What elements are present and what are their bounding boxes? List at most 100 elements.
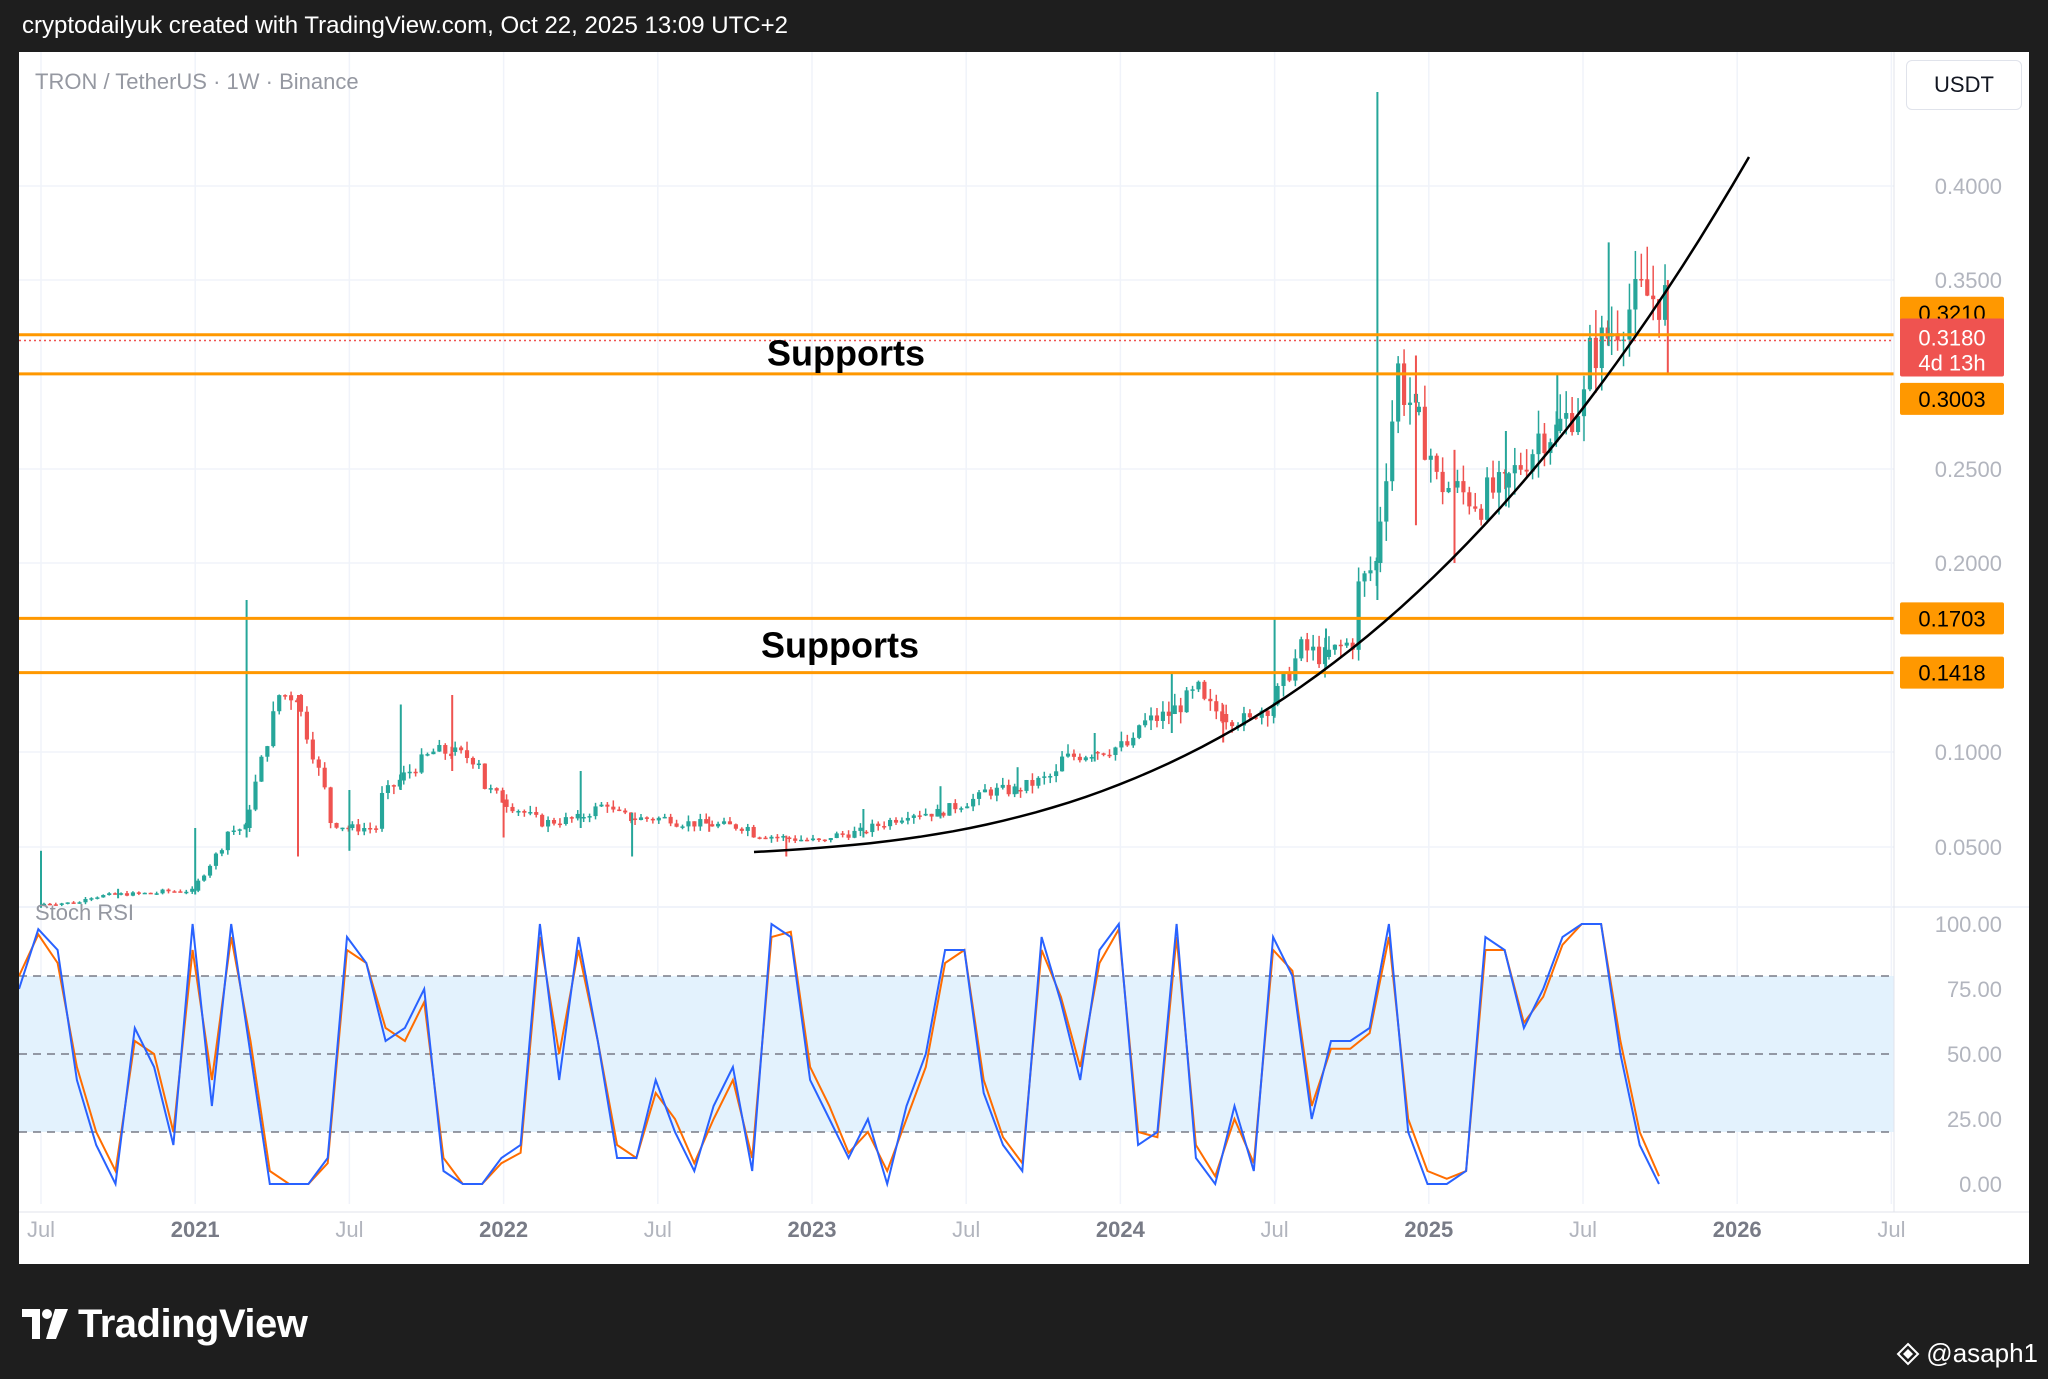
candle-body xyxy=(1265,710,1270,716)
support-label-0-1418: 0.1418 xyxy=(1900,656,2004,689)
candle-body xyxy=(698,819,703,827)
candle-body xyxy=(1581,389,1587,417)
candle-body xyxy=(1089,757,1094,759)
candle-body xyxy=(662,816,667,819)
candle-body xyxy=(59,903,64,905)
attribution-text: cryptodailyuk created with TradingView.c… xyxy=(22,12,788,39)
candle-body xyxy=(1113,747,1118,755)
candle-body xyxy=(1184,690,1189,713)
candle-body xyxy=(231,830,236,833)
candle-body xyxy=(1054,771,1059,777)
candle-body xyxy=(575,813,580,819)
candle-body xyxy=(1131,737,1136,746)
candle-body xyxy=(721,821,727,824)
candle-body xyxy=(265,746,270,757)
candle-body xyxy=(419,754,424,773)
candle-body xyxy=(316,759,321,768)
candle-body xyxy=(704,819,709,824)
candle-body xyxy=(1048,776,1053,778)
time-tick-label: 2023 xyxy=(788,1217,837,1242)
candle-body xyxy=(1148,715,1154,721)
candle-body xyxy=(65,902,70,904)
candle-body xyxy=(686,821,691,827)
candle-body xyxy=(781,836,786,838)
candle-body xyxy=(1196,681,1201,690)
candle-body xyxy=(1119,741,1124,748)
candle-body xyxy=(298,695,304,712)
candle-body xyxy=(941,812,946,816)
candle-body xyxy=(959,808,964,810)
candle-body xyxy=(905,817,910,821)
candle-body xyxy=(504,799,509,807)
candle-body xyxy=(253,781,258,810)
candle-body xyxy=(876,823,881,827)
candle-body xyxy=(1536,433,1541,455)
candle-body xyxy=(1434,455,1439,472)
candle-body xyxy=(929,813,934,817)
candle-body xyxy=(277,695,282,712)
candle-body xyxy=(551,820,557,824)
tradingview-logo-icon xyxy=(22,1309,68,1339)
candle-body xyxy=(196,880,201,891)
candle-body xyxy=(1166,711,1171,716)
candle-body xyxy=(623,810,628,813)
candle-body xyxy=(1107,754,1112,757)
price-tick-label: 0.2000 xyxy=(1935,551,2002,576)
candle-body xyxy=(1299,639,1304,659)
support-label-0-3003: 0.3003 xyxy=(1900,382,2004,415)
candle-body xyxy=(988,789,993,796)
candle-body xyxy=(1172,705,1177,714)
time-tick-label: 2025 xyxy=(1404,1217,1453,1242)
candle-body xyxy=(1575,416,1581,433)
candle-body xyxy=(716,823,721,827)
candle-body xyxy=(310,739,315,760)
candle-body xyxy=(893,819,899,823)
candle-body xyxy=(557,823,563,826)
chart-frame[interactable]: TRON / TetherUS · 1W · Binance 0.4000 0.35… xyxy=(19,52,2029,1264)
candle-body xyxy=(775,836,780,839)
candle-body xyxy=(810,838,816,841)
candle-body xyxy=(1230,722,1235,727)
candle-body xyxy=(1305,639,1310,651)
candle-body xyxy=(965,806,970,809)
candle-body xyxy=(1247,713,1252,718)
candle-body xyxy=(840,833,845,835)
chart-canvas[interactable]: TRON / TetherUS · 1W · Binance 0.4000 0.35… xyxy=(19,52,2029,1264)
candle-body xyxy=(1490,477,1496,493)
candle-body xyxy=(202,875,207,881)
candle-body xyxy=(692,821,697,827)
candle-body xyxy=(982,789,988,793)
candle-body xyxy=(528,812,533,814)
current-price-tag-bg xyxy=(1900,318,2004,377)
candle-body xyxy=(852,830,857,838)
candle-body xyxy=(89,898,94,900)
candle-body xyxy=(443,745,448,754)
candle-body xyxy=(322,767,327,788)
candle-body xyxy=(470,757,476,765)
support-label-0-1418-text: 0.1418 xyxy=(1918,661,1985,686)
candle-body xyxy=(401,772,406,781)
time-tick-label: 2021 xyxy=(171,1217,220,1242)
candle-body xyxy=(917,815,922,817)
candle-body xyxy=(207,865,213,876)
candle-body xyxy=(516,811,521,813)
candle-body xyxy=(799,839,804,842)
time-tick-label: Jul xyxy=(952,1217,980,1242)
candle-body xyxy=(160,889,165,894)
time-tick-label: Jul xyxy=(644,1217,672,1242)
tradingview-logo[interactable]: TradingView xyxy=(22,1296,308,1352)
candle-body xyxy=(1095,752,1100,754)
candle-body xyxy=(822,839,827,842)
candle-body xyxy=(391,785,396,787)
candle-body xyxy=(656,817,661,821)
candle-body xyxy=(1639,278,1644,281)
candle-body xyxy=(1645,279,1650,296)
candle-body xyxy=(1006,784,1011,795)
author-tag[interactable]: @asaph1 xyxy=(1896,1338,2038,1369)
candle-body xyxy=(599,804,604,807)
candle-body xyxy=(47,903,52,906)
currency-unit-button[interactable]: USDT xyxy=(1906,60,2022,110)
candle-body xyxy=(1224,714,1229,723)
time-tick-label: Jul xyxy=(1569,1217,1597,1242)
candle-body xyxy=(1083,757,1088,761)
